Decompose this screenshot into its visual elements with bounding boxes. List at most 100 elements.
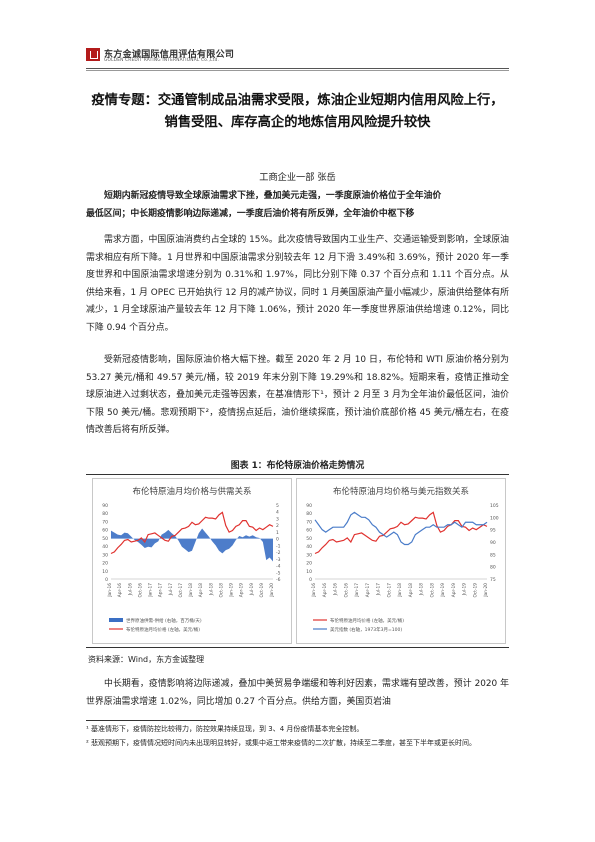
figure-top-rule — [86, 474, 509, 475]
chart-panel-dollar-index: 布伦特原油月均价格与美元指数关系 90 80 70 60 50 40 30 20 10 0 105 1… — [296, 478, 506, 644]
y-right-tick-label: 3 — [276, 516, 279, 522]
x-tick-label: Oct-18 — [429, 583, 435, 598]
series-line-0 — [314, 511, 488, 555]
series-line-1 — [110, 511, 274, 555]
author-line: 工商企业一部 张岳 — [259, 172, 336, 183]
y-left-tick-label: 40 — [306, 544, 312, 550]
x-tick-label: Jan-20 — [269, 583, 275, 598]
legend-label: 美元指数 (右轴，1973年3月=100) — [330, 626, 402, 633]
x-tick-label: Jan-17 — [148, 583, 154, 598]
x-tick-label: Oct-17 — [178, 583, 184, 598]
footnote-1: ¹ 基准情形下，疫情防控比较得力，防控效果持续显现，到 3、4 月份疫情基本完全… — [86, 725, 364, 733]
y-right-tick-label: 2 — [276, 523, 279, 529]
chart-title: 布伦特原油月均价格与美元指数关系 — [332, 487, 469, 497]
header-divider-thin — [86, 70, 509, 71]
y-right-tick-label: 5 — [276, 503, 279, 509]
y-left-tick-label: 50 — [306, 536, 312, 542]
y-left-tick-label: 80 — [102, 511, 108, 517]
y-left-tick-label: 90 — [306, 503, 312, 509]
y-left-tick-label: 90 — [102, 503, 108, 509]
x-tick-label: Oct-16 — [343, 583, 349, 598]
chart-supply-demand: 9080706050403020100543210-1-2-3-4-5-6Jan… — [102, 503, 281, 633]
header-divider — [86, 68, 509, 69]
x-tick-label: Apr-18 — [408, 583, 414, 597]
x-tick-label: Oct-17 — [386, 583, 392, 598]
y-right-tick-label: 100 — [490, 515, 499, 521]
y-left-tick-label: 40 — [102, 544, 108, 550]
x-tick-label: Jul-19 — [249, 583, 255, 596]
y-right-tick-label: 0 — [276, 537, 279, 543]
chart-title: 布伦特原油月均价格与供需关系 — [132, 487, 252, 497]
chart-panel-supply-demand: 布伦特原油月均价格与供需关系 90 80 70 60 50 40 30 20 10 0 5 4 3 2 1 0… — [92, 478, 292, 644]
y-left-tick-label: 80 — [306, 511, 312, 517]
y-left-tick-label: 0 — [105, 577, 108, 583]
x-tick-label: Jan-18 — [188, 583, 194, 598]
y-right-tick-label: -1 — [276, 543, 281, 549]
paragraph-demand: 需求方面，中国原油消费约占全球的 15%。此次疫情导致国内工业生产、交通运输受到… — [86, 235, 509, 333]
title-line-2: 销售受阻、库存高企的地炼信用风险提升较快 — [164, 115, 431, 130]
figure-bottom-rule — [86, 647, 509, 648]
y-left-tick-label: 60 — [306, 528, 312, 534]
y-left-tick-label: 30 — [306, 552, 312, 558]
x-tick-label: Jul-18 — [419, 583, 425, 596]
x-tick-label: Apr-16 — [322, 583, 328, 597]
y-right-tick-label: 75 — [490, 577, 496, 583]
x-tick-label: Jan-19 — [440, 583, 446, 598]
y-left-tick-label: 20 — [102, 561, 108, 567]
x-tick-label: Jul-16 — [333, 583, 339, 596]
x-tick-label: Oct-19 — [472, 583, 478, 598]
footnote-2: ² 悲观预期下，疫情情况短时间内未出现明显转好，或集中返工带来疫情的二次扩散，持… — [86, 739, 477, 747]
x-tick-label: Apr-18 — [198, 583, 204, 597]
y-right-tick-label: 1 — [276, 530, 279, 536]
y-left-tick-label: 0 — [309, 577, 312, 583]
y-left-tick-label: 10 — [306, 569, 312, 575]
company-logo-icon — [86, 48, 100, 61]
legend-label: 布伦特原油月均价格 (左轴，美元/桶) — [126, 626, 200, 633]
summary-line-2: 最低区间；中长期疫情影响边际递减，一季度后油价将有所反弹，全年油价中枢下移 — [86, 208, 415, 219]
x-tick-label: Apr-17 — [365, 583, 371, 597]
x-tick-label: Jan-17 — [354, 583, 360, 598]
x-tick-label: Jul-17 — [376, 583, 382, 596]
paragraph-price: 受新冠疫情影响，国际原油价格大幅下挫。截至 2020 年 2 月 10 日，布伦… — [86, 355, 509, 436]
legend-label: 世界原油供需-供给 (右轴，百万桶/天) — [126, 617, 202, 624]
x-tick-label: Oct-19 — [259, 583, 265, 598]
series-line-1 — [314, 511, 488, 546]
y-right-tick-label: -4 — [276, 564, 281, 570]
x-tick-label: Jul-19 — [462, 583, 468, 596]
y-right-tick-label: 85 — [490, 552, 496, 558]
x-tick-label: Jul-16 — [127, 583, 133, 596]
y-left-tick-label: 70 — [102, 519, 108, 525]
y-right-tick-label: 95 — [490, 528, 496, 534]
x-tick-label: Apr-19 — [451, 583, 457, 597]
paragraph-outlook: 中长期看，疫情影响将边际递减，叠加中美贸易争端缓和等利好因素，需求端有望改善，预… — [86, 679, 509, 707]
x-tick-label: Jan-20 — [483, 583, 489, 598]
x-tick-label: Jan-16 — [311, 583, 317, 598]
x-tick-label: Jan-16 — [107, 583, 113, 598]
x-tick-label: Oct-18 — [218, 583, 224, 598]
y-right-tick-label: 80 — [490, 565, 496, 571]
y-right-tick-label: 105 — [490, 503, 499, 509]
x-tick-label: Apr-19 — [239, 583, 245, 597]
company-name-cn: 东方金诚国际信用评估有限公司 — [104, 50, 235, 60]
x-tick-label: Apr-17 — [158, 583, 164, 597]
legend-swatch — [109, 618, 123, 622]
y-left-tick-label: 10 — [102, 569, 108, 575]
x-tick-label: Jan-19 — [229, 583, 235, 598]
y-left-tick-label: 30 — [102, 552, 108, 558]
series-area-0 — [111, 528, 273, 562]
y-right-tick-label: 4 — [276, 510, 279, 516]
x-tick-label: Oct-16 — [137, 583, 143, 598]
figure-title: 图表 1：布伦特原油价格走势情况 — [230, 461, 365, 471]
y-left-tick-label: 70 — [306, 519, 312, 525]
y-right-tick-label: -2 — [276, 550, 281, 556]
x-tick-label: Jul-17 — [168, 583, 174, 596]
legend-label: 布伦特原油月均价格 (左轴，美元/桶) — [330, 617, 404, 624]
x-tick-label: Jan-18 — [397, 583, 403, 598]
footnote-divider — [86, 720, 216, 721]
chart-dollar-index: 90807060504030201001051009590858075Jan-1… — [306, 503, 499, 633]
summary-line-1: 短期内新冠疫情导致全球原油需求下挫，叠加美元走强，一季度原油价格位于全年油价 — [104, 191, 442, 201]
y-left-tick-label: 20 — [306, 561, 312, 567]
title-line-1: 疫情专题：交通管制成品油需求受限，炼油企业短期内信用风险上行， — [91, 93, 504, 108]
y-left-tick-label: 50 — [102, 536, 108, 542]
figure-source: 资料来源：Wind，东方金诚整理 — [88, 655, 205, 664]
